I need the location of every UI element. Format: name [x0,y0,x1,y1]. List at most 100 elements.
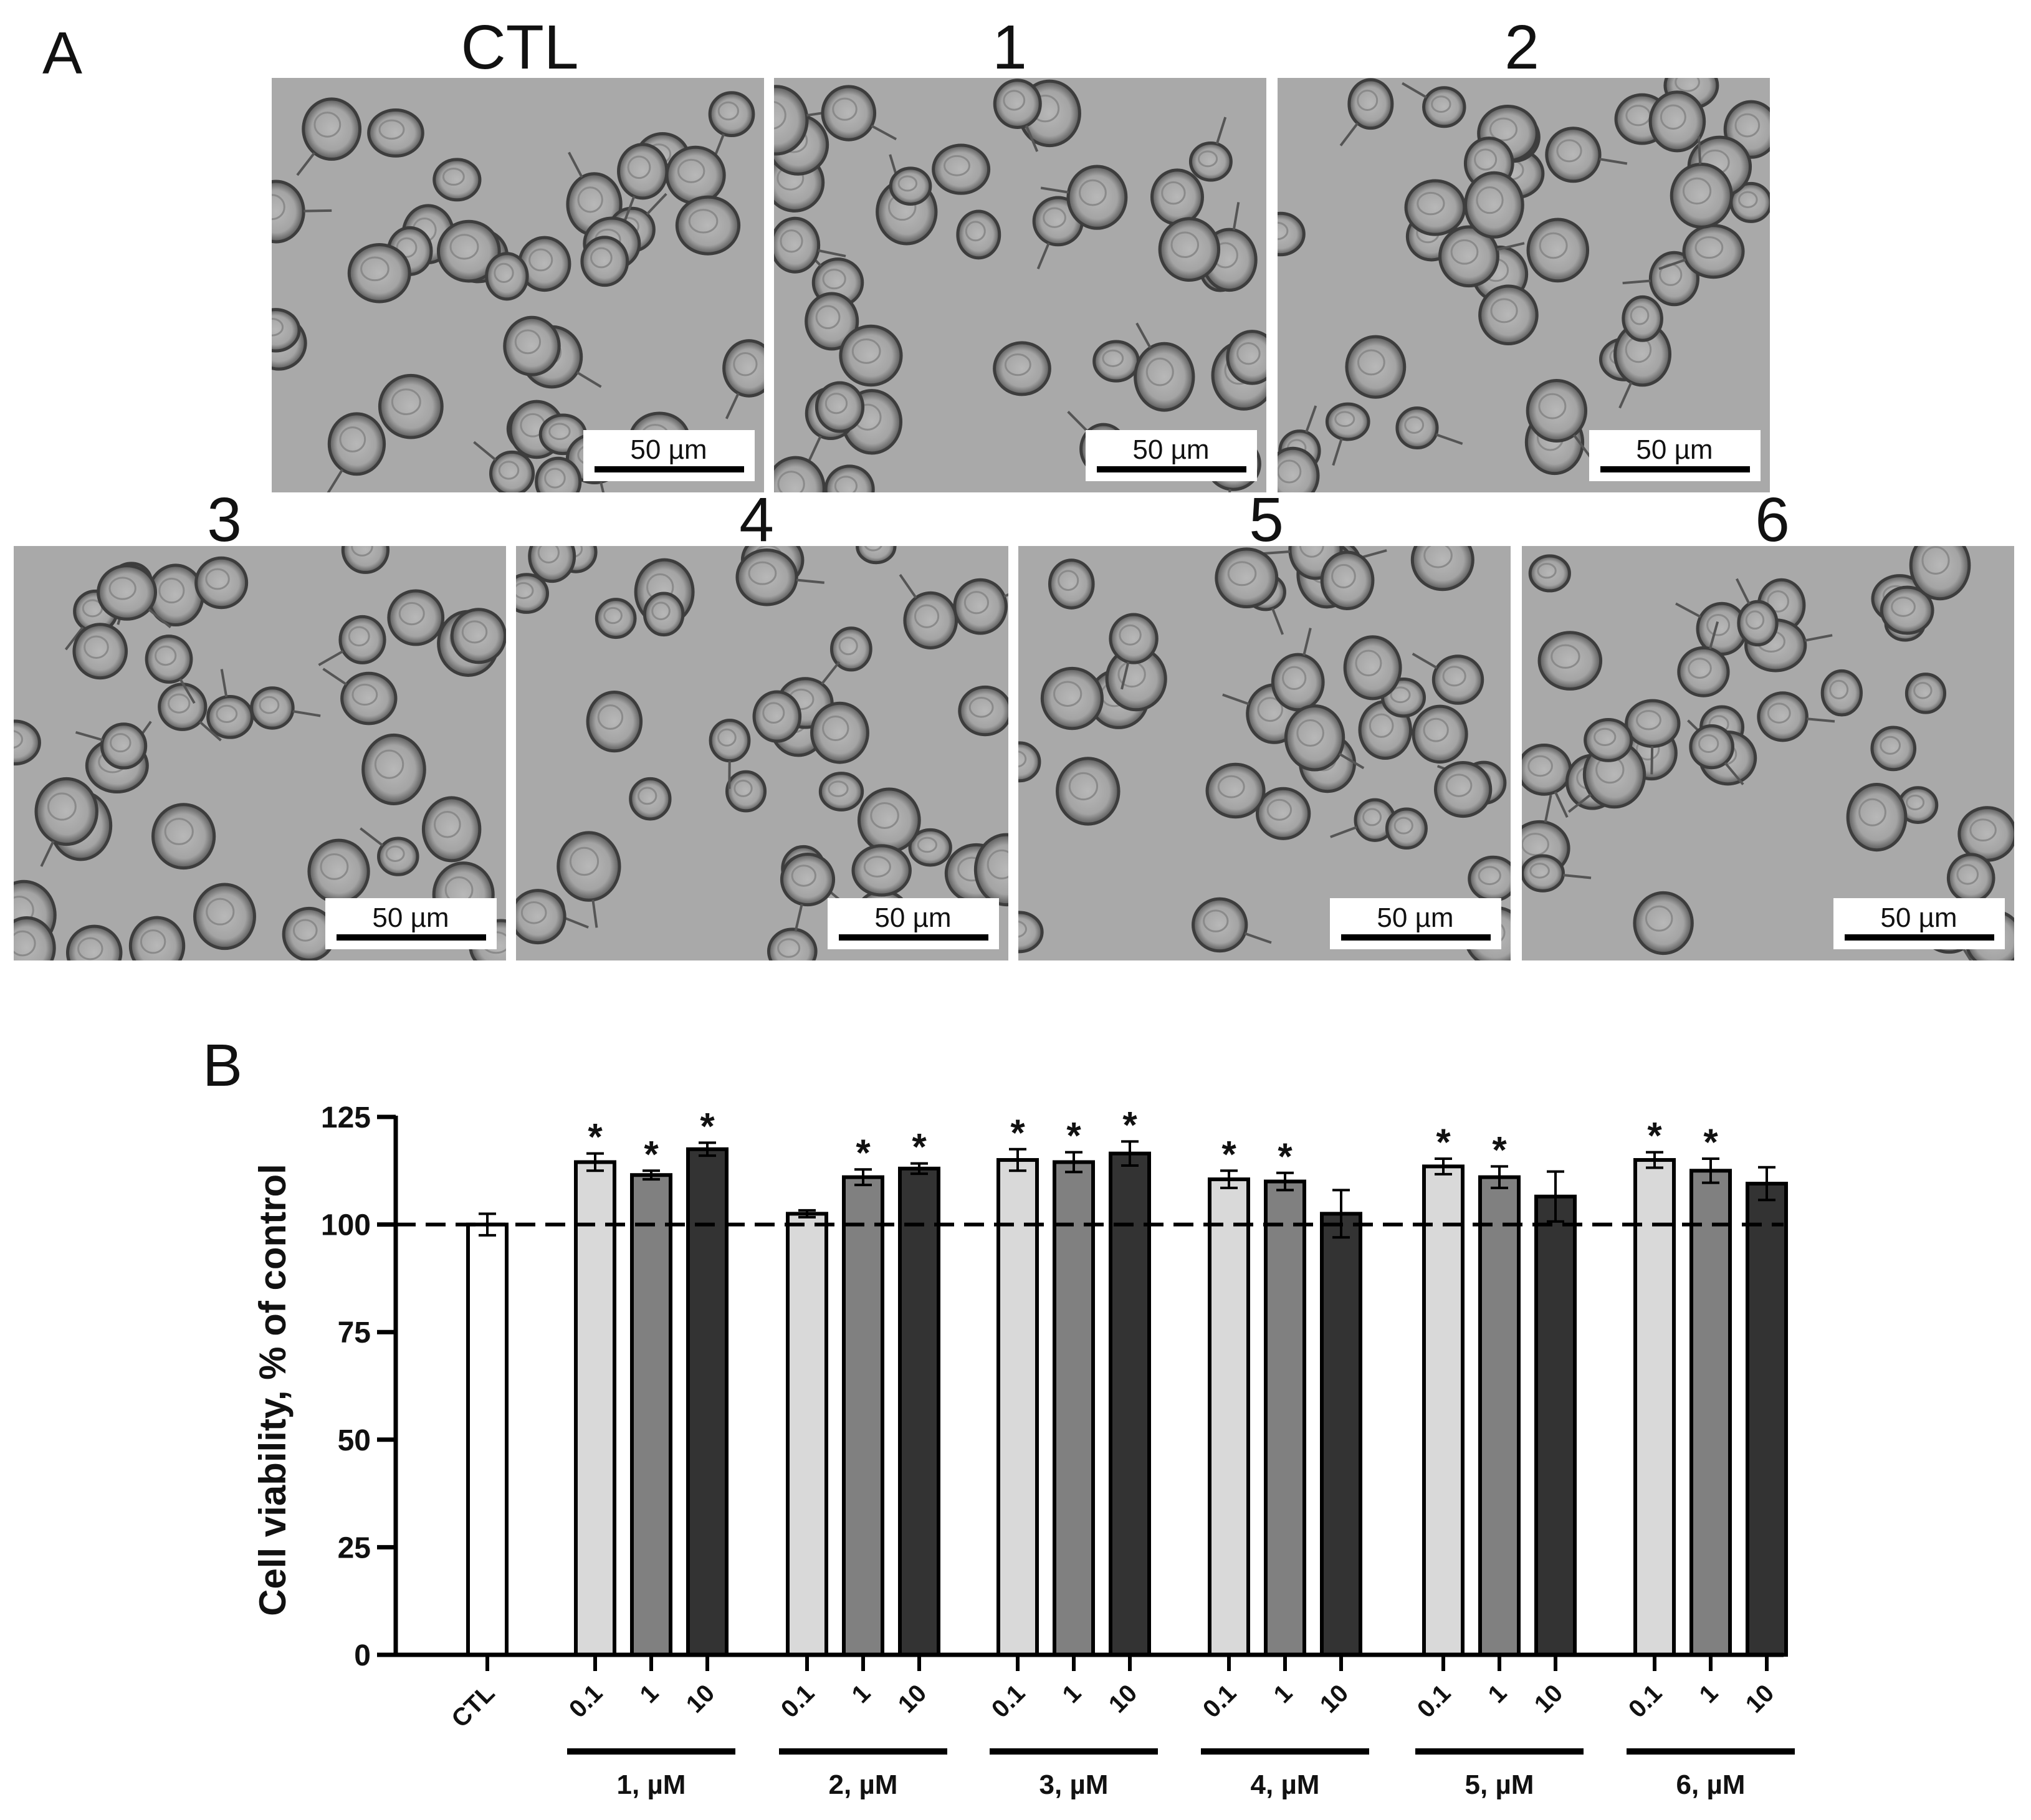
cell-nucleus [109,733,131,753]
cell-nucleus [815,305,841,330]
cell-shape [1633,891,1694,956]
cell-process [1121,661,1130,690]
cell-process [64,626,84,651]
cell-nucleus [1478,866,1501,886]
cell-process [623,196,636,223]
significance-star: * [1278,1136,1293,1177]
cell-shape [1622,295,1663,342]
cell-shape [1215,547,1279,609]
cell-nucleus [834,476,858,492]
cell-nucleus [734,779,753,797]
cell-nucleus [1556,139,1582,163]
cell-nucleus [1829,679,1849,700]
bar [1689,1169,1732,1657]
cell-nucleus [1068,772,1099,801]
cell-shape [1278,446,1320,492]
cell-nucleus [838,636,858,656]
cell-nucleus [140,929,166,954]
micrograph-panel: 50 µm [1018,546,1511,960]
cell-shape [1464,171,1524,239]
cell-shape [1188,141,1233,182]
cell-shape [1677,646,1730,697]
cell-shape [1528,554,1571,593]
cell-process [1962,947,1972,960]
significance-star: * [1703,1121,1718,1163]
bar [1053,1160,1095,1657]
micrograph-label: 3 [207,485,242,555]
cell-shape [1158,217,1221,282]
cell-shape [14,719,41,766]
bar [898,1166,940,1657]
cell-shape [1689,724,1734,770]
cell-nucleus [1362,808,1382,826]
cell-shape [708,91,755,138]
cell-nucleus [164,818,194,845]
cell-shape [1066,165,1128,230]
micrograph-label: CTL [461,12,579,82]
cell-nucleus [748,561,777,585]
cell-process [600,481,605,492]
cell-nucleus [965,221,986,242]
bar [1633,1158,1676,1657]
cell-shape [327,412,386,476]
cell-shape [818,772,864,812]
cell-shape [34,777,98,846]
cell-shape [1946,853,1995,903]
cell-process [322,668,348,686]
micrograph-panel: 50 µm [1522,546,2014,960]
cell-process [1305,405,1317,433]
cell-shape [151,803,216,870]
cell-shape [857,787,921,853]
cell-process [1232,202,1240,231]
cell-shape [361,733,426,805]
cell-process [1339,122,1359,146]
cell-process [1618,381,1633,409]
cell-nucleus [374,749,404,779]
scale-bar-box [1589,430,1761,481]
cell-nucleus [1161,181,1186,205]
category-label: 0.1 [1198,1679,1241,1723]
scale-bar-box [325,898,497,949]
cell-nucleus [272,318,284,337]
cell-process [1339,752,1365,770]
cell-nucleus [1956,864,1979,885]
cell-illustrations [516,546,1008,960]
cell-nucleus [577,186,603,213]
scale-bar-label: 50 µm [630,434,707,465]
cell-nucleus [824,393,848,414]
cell-nucleus [590,247,613,269]
scale-bar-label: 50 µm [874,903,951,933]
cell-nucleus [1737,191,1758,208]
cell-process [1435,433,1463,445]
cell-nucleus [1745,610,1765,630]
cell-shape [810,701,869,764]
cell-shape [145,635,193,684]
cell-shape [643,592,685,637]
cell-process [473,441,497,461]
cell-nucleus [762,702,785,724]
cell-shape [780,852,836,907]
cell-nucleus [1369,713,1394,738]
cell-illustrations [1278,78,1770,492]
category-label: 1 [1483,1679,1512,1708]
category-label: 0.1 [564,1679,608,1723]
cell-nucleus [360,256,389,282]
cell-nucleus [822,269,846,290]
cell-process [1554,791,1569,818]
scale-bar-line [1845,934,1994,941]
cell-nucleus [688,209,719,234]
bar [1746,1182,1788,1657]
cell-process [1709,621,1719,649]
cell-nucleus [1969,818,1997,842]
cell-shape [338,615,386,664]
viability-bar-chart: Cell viability, % of control 0 25 50 75 100 1… [252,1101,1795,1800]
bar [842,1175,884,1657]
micrograph-panel: 50 µm [272,78,764,492]
cell-process [1573,434,1592,459]
cell-process [1412,653,1438,669]
category-label: 10 [1529,1679,1569,1718]
cell-nucleus [516,582,534,600]
cell-nucleus [158,577,185,604]
cell-shape [1284,704,1345,772]
cell-process [327,469,344,492]
